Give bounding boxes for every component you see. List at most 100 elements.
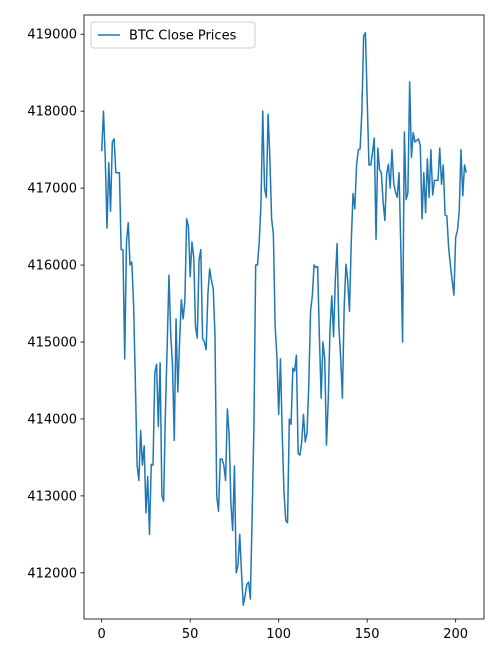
data-point [380,172,382,174]
data-point [166,345,168,347]
data-point [370,164,372,166]
data-point [138,480,140,482]
data-point [448,246,450,248]
data-point [129,264,131,266]
data-point [177,391,179,393]
data-point [423,172,425,174]
data-point [143,445,145,447]
data-point [156,363,158,365]
data-point [421,218,423,220]
data-point [237,564,239,566]
data-point [168,274,170,276]
legend-box [90,21,256,49]
data-point [325,444,327,446]
data-point [338,326,340,328]
data-point [393,183,395,185]
data-point [108,162,110,164]
data-point [184,299,186,301]
data-point [186,218,188,220]
data-point [435,179,437,181]
y-tick-label: 416000 [27,259,77,274]
data-point [357,149,359,151]
data-point [244,595,246,597]
data-point [171,364,173,366]
y-tick-label: 413000 [27,489,77,504]
data-point [111,141,113,143]
data-point [310,310,312,312]
data-point [173,439,175,441]
data-point [285,520,287,522]
data-point [195,326,197,328]
data-point [354,208,356,210]
data-point [347,279,349,281]
data-point [301,441,303,443]
data-point [233,465,235,467]
data-point [115,172,117,174]
data-point [297,453,299,455]
data-point [164,410,166,412]
data-point [205,349,207,351]
data-point [410,156,412,158]
series-line-btc-close-prices [100,31,468,606]
data-point [248,581,250,583]
data-point [327,399,329,401]
data-point [145,512,147,514]
data-point [317,266,319,268]
data-point [451,279,453,281]
y-tick-label: 414000 [27,412,77,427]
data-point [430,149,432,151]
data-point [104,156,106,158]
data-point [170,333,172,335]
data-point [288,418,290,420]
y-axis: 412000 413000 414000 415000 416000 417000 4180… [27,28,84,581]
data-point [356,164,358,166]
data-point [175,318,177,320]
data-point [329,327,331,329]
y-tick-label: 417000 [27,182,77,197]
data-point [366,99,368,101]
data-point [235,572,237,574]
data-point [228,433,230,435]
data-point [283,491,285,493]
data-point [455,236,457,238]
data-point [193,256,195,258]
data-point [458,210,460,212]
data-point [196,337,198,339]
data-point [371,152,373,154]
data-point [384,219,386,221]
data-point [398,172,400,174]
data-point [210,279,212,281]
data-point [226,408,228,410]
data-point [361,110,363,112]
data-point [352,193,354,195]
data-point [302,413,304,415]
data-point [262,110,264,112]
data-point [348,310,350,312]
data-point [294,370,296,372]
x-tick-label: 50 [182,627,199,642]
data-point [375,239,377,241]
data-point [334,279,336,281]
data-point [223,464,225,466]
x-tick-label: 200 [443,627,468,642]
data-point [333,336,335,338]
data-point [271,218,273,220]
data-point [320,397,322,399]
data-point [189,276,191,278]
data-point [241,572,243,574]
data-point [416,139,418,141]
data-point [225,480,227,482]
data-point [279,358,281,360]
data-point [363,35,365,37]
data-point [152,464,154,466]
data-point [246,583,248,585]
legend: BTC Close Prices [90,21,256,49]
data-point [419,145,421,147]
data-point [131,261,133,263]
data-point [133,303,135,305]
data-point [180,299,182,301]
data-point [400,246,402,248]
data-point [253,426,255,428]
data-point [402,341,404,343]
